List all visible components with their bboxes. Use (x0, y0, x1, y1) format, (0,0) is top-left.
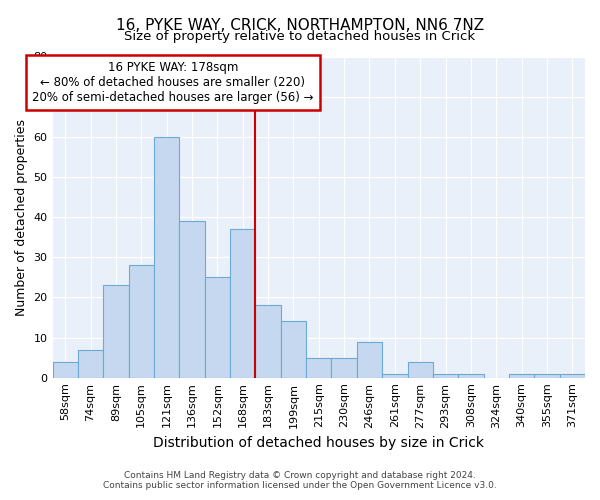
Bar (306, 358, 331, 378)
Bar (230, 229, 256, 378)
Y-axis label: Number of detached properties: Number of detached properties (15, 118, 28, 316)
Bar (78, 350, 103, 378)
Bar (154, 137, 179, 378)
X-axis label: Distribution of detached houses by size in Crick: Distribution of detached houses by size … (153, 436, 484, 450)
Bar (509, 374, 534, 378)
Bar (179, 221, 205, 378)
Bar (433, 374, 458, 378)
Text: 16 PYKE WAY: 178sqm
← 80% of detached houses are smaller (220)
20% of semi-detac: 16 PYKE WAY: 178sqm ← 80% of detached ho… (32, 61, 314, 104)
Bar (458, 374, 484, 378)
Bar (128, 266, 154, 378)
Bar (205, 278, 230, 378)
Bar (103, 286, 128, 378)
Bar (534, 374, 560, 378)
Bar (53, 362, 78, 378)
Bar (331, 358, 357, 378)
Bar (281, 322, 306, 378)
Bar (560, 374, 585, 378)
Bar (407, 362, 433, 378)
Text: Size of property relative to detached houses in Crick: Size of property relative to detached ho… (124, 30, 476, 43)
Bar (256, 306, 281, 378)
Bar (382, 374, 407, 378)
Text: Contains HM Land Registry data © Crown copyright and database right 2024.
Contai: Contains HM Land Registry data © Crown c… (103, 470, 497, 490)
Text: 16, PYKE WAY, CRICK, NORTHAMPTON, NN6 7NZ: 16, PYKE WAY, CRICK, NORTHAMPTON, NN6 7N… (116, 18, 484, 32)
Bar (357, 342, 382, 378)
